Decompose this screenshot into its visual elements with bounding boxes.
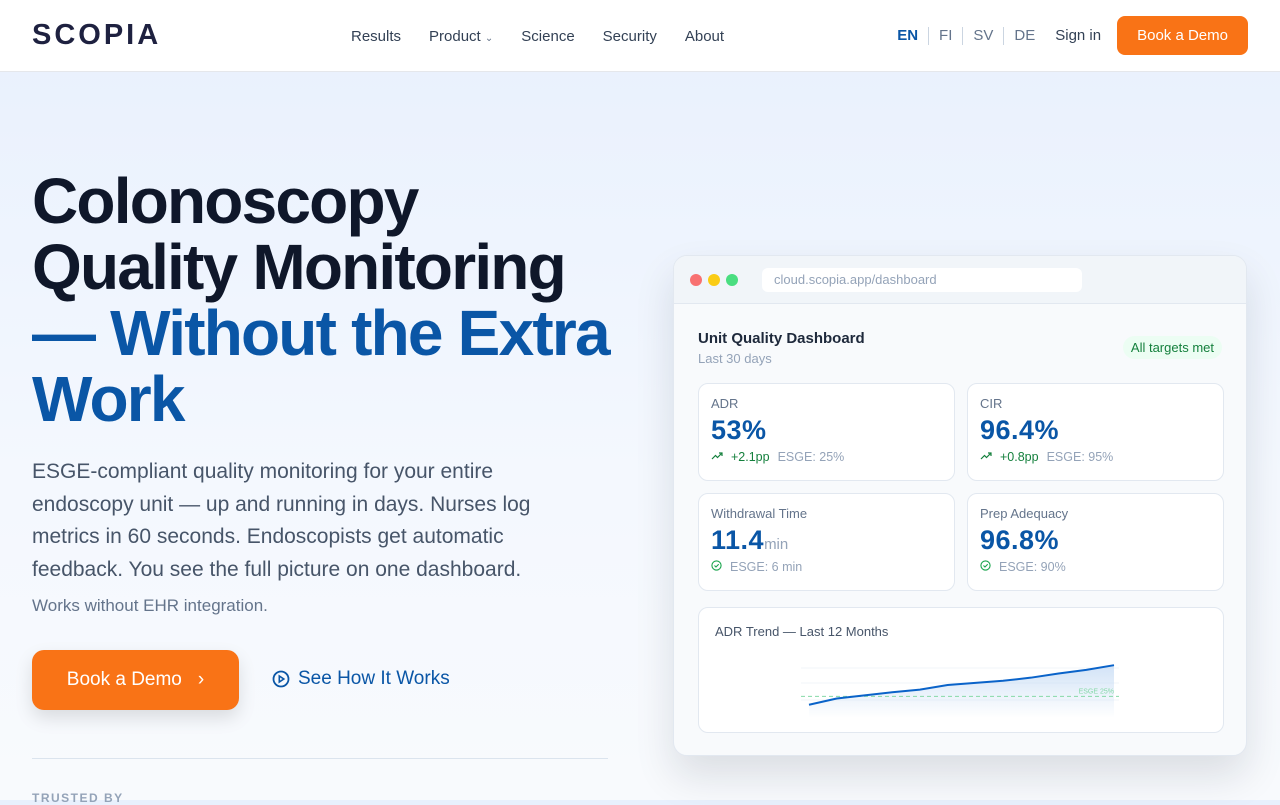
dashboard-preview: cloud.scopia.app/dashboard Unit Quality … — [673, 255, 1247, 756]
metric-target: ESGE: 95% — [1047, 450, 1114, 464]
book-demo-button[interactable]: Book a Demo — [1117, 16, 1248, 55]
metric-card: ADR 53% +2.1pp ESGE: 25% — [698, 383, 955, 481]
metric-card: CIR 96.4% +0.8pp ESGE: 95% — [967, 383, 1224, 481]
nav-security[interactable]: Security — [603, 28, 657, 45]
metric-target: ESGE: 25% — [778, 450, 845, 464]
metric-target: ESGE: 90% — [999, 560, 1066, 574]
metric-card: Withdrawal Time 11.4min ESGE: 6 min — [698, 493, 955, 591]
metric-delta: +0.8pp — [1000, 450, 1039, 464]
maximize-dot-icon — [726, 274, 738, 286]
lang-sv[interactable]: SV — [962, 27, 1003, 45]
metric-label: Withdrawal Time — [711, 506, 942, 521]
logo[interactable]: SCOPIA — [32, 19, 161, 52]
metric-label: Prep Adequacy — [980, 506, 1211, 521]
nav-product-label: Product — [429, 28, 481, 45]
close-dot-icon — [690, 274, 702, 286]
metric-target: ESGE: 6 min — [730, 560, 802, 574]
metric-value: 11.4min — [711, 525, 942, 556]
nav-science[interactable]: Science — [521, 28, 574, 45]
hero-book-demo-button[interactable]: Book a Demo › — [32, 650, 239, 710]
metric-label: CIR — [980, 396, 1211, 411]
lang-de[interactable]: DE — [1003, 27, 1045, 45]
metric-footer: ESGE: 90% — [980, 560, 1211, 574]
play-circle-icon — [272, 670, 290, 688]
metric-footer: +0.8pp ESGE: 95% — [980, 450, 1211, 464]
metric-value: 53% — [711, 415, 942, 446]
check-circle-icon — [980, 560, 991, 574]
nav-results[interactable]: Results — [351, 28, 401, 45]
divider — [32, 758, 608, 759]
browser-bar: cloud.scopia.app/dashboard — [674, 256, 1246, 304]
metric-label: ADR — [711, 396, 942, 411]
see-how-label: See How It Works — [298, 668, 450, 690]
dashboard-subtitle: Last 30 days — [698, 351, 772, 366]
sign-in-link[interactable]: Sign in — [1055, 27, 1101, 44]
metric-value: 96.4% — [980, 415, 1211, 446]
nav-about[interactable]: About — [685, 28, 724, 45]
lang-fi[interactable]: FI — [928, 27, 962, 45]
hero-lead: ESGE-compliant quality monitoring for yo… — [32, 456, 572, 586]
chevron-down-icon: ⌄ — [485, 33, 493, 44]
cta-label: Book a Demo — [67, 669, 182, 691]
status-badge: All targets met — [1123, 336, 1222, 359]
metric-delta: +2.1pp — [731, 450, 770, 464]
hero-note: Works without EHR integration. — [32, 596, 268, 616]
minimize-dot-icon — [708, 274, 720, 286]
site-header: SCOPIA Results Product ⌄ Science Securit… — [0, 0, 1280, 72]
metric-value: 96.8% — [980, 525, 1211, 556]
lang-en[interactable]: EN — [897, 27, 928, 45]
chevron-right-icon: › — [198, 669, 204, 691]
trend-up-icon — [980, 450, 992, 464]
main-nav: Results Product ⌄ Science Security About — [351, 0, 724, 72]
check-circle-icon — [711, 560, 722, 574]
adr-trend-chart: ESGE 25% — [699, 608, 1225, 734]
esge-reference-label: ESGE 25% — [1079, 688, 1114, 695]
metric-card: Prep Adequacy 96.8% ESGE: 90% — [967, 493, 1224, 591]
nav-product[interactable]: Product ⌄ — [429, 28, 493, 45]
trend-up-icon — [711, 450, 723, 464]
metric-footer: +2.1pp ESGE: 25% — [711, 450, 942, 464]
metric-footer: ESGE: 6 min — [711, 560, 942, 574]
see-how-it-works-link[interactable]: See How It Works — [272, 668, 450, 690]
adr-trend-card: ADR Trend — Last 12 Months ESGE 25% — [698, 607, 1224, 733]
dashboard-title: Unit Quality Dashboard — [698, 330, 865, 347]
trusted-by-label: TRUSTED BY — [32, 791, 124, 805]
url-bar: cloud.scopia.app/dashboard — [762, 268, 1082, 292]
